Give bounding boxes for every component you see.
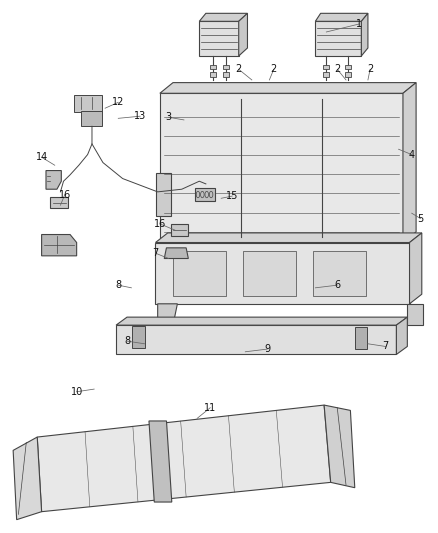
- Bar: [345, 65, 351, 69]
- Text: 15: 15: [226, 191, 238, 201]
- Polygon shape: [313, 251, 366, 296]
- Bar: [355, 327, 367, 349]
- Text: 11: 11: [204, 403, 216, 413]
- Text: 6: 6: [334, 280, 340, 290]
- Polygon shape: [160, 83, 416, 93]
- Polygon shape: [324, 405, 355, 488]
- Text: 3: 3: [166, 112, 172, 122]
- Bar: [223, 72, 229, 77]
- Polygon shape: [50, 197, 68, 208]
- Polygon shape: [403, 83, 416, 243]
- Polygon shape: [195, 188, 215, 201]
- Text: 2: 2: [334, 64, 340, 74]
- Polygon shape: [116, 325, 396, 354]
- Text: 10: 10: [71, 387, 83, 397]
- Bar: [210, 65, 216, 69]
- Polygon shape: [315, 13, 368, 21]
- Text: 8: 8: [115, 280, 121, 290]
- Text: 13: 13: [134, 111, 146, 121]
- Polygon shape: [410, 233, 422, 304]
- Text: 9: 9: [264, 344, 270, 354]
- Text: 8: 8: [124, 336, 130, 346]
- Text: 2: 2: [236, 64, 242, 74]
- Polygon shape: [116, 317, 407, 325]
- Text: 7: 7: [382, 342, 389, 351]
- Bar: [223, 65, 229, 69]
- Text: 7: 7: [152, 248, 159, 258]
- Bar: [323, 65, 329, 69]
- Polygon shape: [155, 233, 422, 243]
- Polygon shape: [361, 13, 368, 56]
- Polygon shape: [158, 304, 177, 325]
- Polygon shape: [407, 304, 423, 325]
- Polygon shape: [199, 21, 239, 56]
- Polygon shape: [396, 317, 407, 354]
- Text: 16: 16: [59, 190, 71, 199]
- Polygon shape: [37, 405, 331, 512]
- Polygon shape: [155, 243, 410, 304]
- Polygon shape: [13, 437, 42, 520]
- Polygon shape: [239, 13, 247, 56]
- Bar: [345, 72, 351, 77]
- Bar: [132, 326, 145, 348]
- Text: 16: 16: [154, 219, 166, 229]
- Polygon shape: [199, 13, 247, 21]
- Text: 14: 14: [35, 152, 48, 162]
- Polygon shape: [156, 173, 171, 216]
- Polygon shape: [171, 224, 188, 236]
- Text: 1: 1: [356, 19, 362, 29]
- Polygon shape: [149, 421, 172, 502]
- Bar: [74, 95, 102, 112]
- Bar: [210, 72, 216, 77]
- Bar: [81, 111, 102, 126]
- Polygon shape: [243, 251, 296, 296]
- Polygon shape: [46, 171, 61, 189]
- Polygon shape: [315, 21, 361, 56]
- Polygon shape: [42, 235, 77, 256]
- Polygon shape: [164, 248, 188, 259]
- Text: 2: 2: [367, 64, 373, 74]
- Text: 12: 12: [112, 98, 124, 107]
- Text: 2: 2: [271, 64, 277, 74]
- Text: 4: 4: [409, 150, 415, 159]
- Text: 5: 5: [417, 214, 424, 223]
- Polygon shape: [173, 251, 226, 296]
- Bar: [323, 72, 329, 77]
- Polygon shape: [160, 93, 403, 243]
